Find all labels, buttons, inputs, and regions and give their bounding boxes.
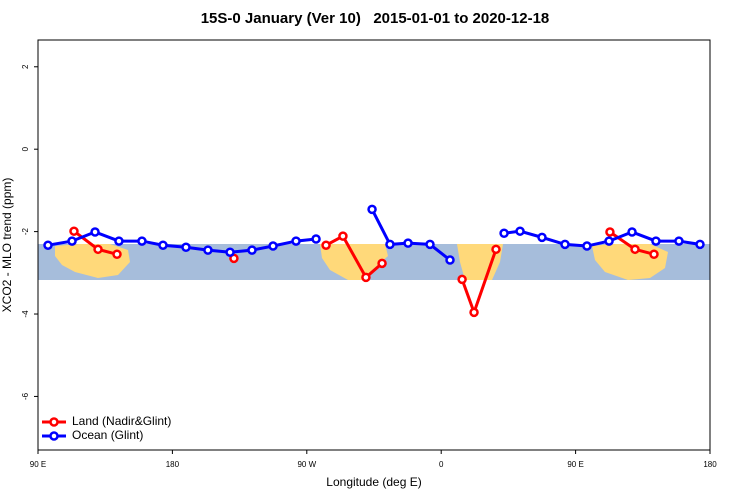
point xyxy=(674,236,684,246)
point xyxy=(469,307,479,318)
point xyxy=(604,236,614,246)
map-band xyxy=(38,244,710,280)
point xyxy=(537,232,547,243)
point xyxy=(515,226,525,236)
x-tick-label: 0 xyxy=(439,460,444,469)
y-tick-label: -6 xyxy=(21,392,30,400)
point xyxy=(268,241,278,251)
x-tick-label: 90 E xyxy=(567,460,583,469)
point xyxy=(457,274,467,285)
point xyxy=(114,236,124,246)
legend-marker xyxy=(49,417,59,427)
point xyxy=(425,239,435,250)
legend-label: Land (Nadir&Glint) xyxy=(72,414,171,428)
legend-label: Ocean (Glint) xyxy=(72,428,143,442)
point xyxy=(181,242,191,253)
y-tick-label: 0 xyxy=(21,146,30,151)
point xyxy=(112,249,122,260)
point xyxy=(491,244,501,255)
point xyxy=(649,249,659,260)
point xyxy=(247,245,257,255)
point xyxy=(321,240,331,250)
point xyxy=(582,241,592,251)
point xyxy=(43,240,53,250)
point xyxy=(385,239,395,250)
y-axis-label: XCO2 - MLO trend (ppm) xyxy=(0,178,14,313)
point xyxy=(225,247,235,257)
point xyxy=(137,236,147,246)
legend-marker xyxy=(49,431,59,441)
y-tick-label: 2 xyxy=(21,64,30,69)
point xyxy=(90,227,100,237)
point xyxy=(403,238,413,248)
x-tick-label: 180 xyxy=(166,460,180,469)
y-tick-label: -2 xyxy=(21,228,30,236)
point xyxy=(630,244,640,255)
point xyxy=(605,227,615,237)
point xyxy=(560,239,570,250)
point xyxy=(338,231,348,241)
point xyxy=(499,228,509,239)
plot-frame xyxy=(37,39,711,451)
point xyxy=(69,226,79,236)
x-tick-label: 180 xyxy=(703,460,717,469)
point xyxy=(367,204,377,215)
point xyxy=(445,255,455,265)
point xyxy=(291,236,301,246)
point xyxy=(67,236,77,246)
point xyxy=(203,245,213,255)
point xyxy=(361,272,371,283)
chart-title: 15S-0 January (Ver 10) 2015-01-01 to 202… xyxy=(201,10,550,27)
x-axis-label: Longitude (deg E) xyxy=(326,475,421,489)
point xyxy=(695,239,705,250)
x-tick-label: 90 W xyxy=(297,460,316,469)
point xyxy=(311,234,321,244)
x-tick-label: 90 E xyxy=(30,460,46,469)
point xyxy=(158,240,168,250)
y-tick-label: -4 xyxy=(21,310,30,318)
point xyxy=(651,236,661,246)
point xyxy=(627,227,637,237)
point xyxy=(377,258,387,269)
point xyxy=(93,244,103,255)
